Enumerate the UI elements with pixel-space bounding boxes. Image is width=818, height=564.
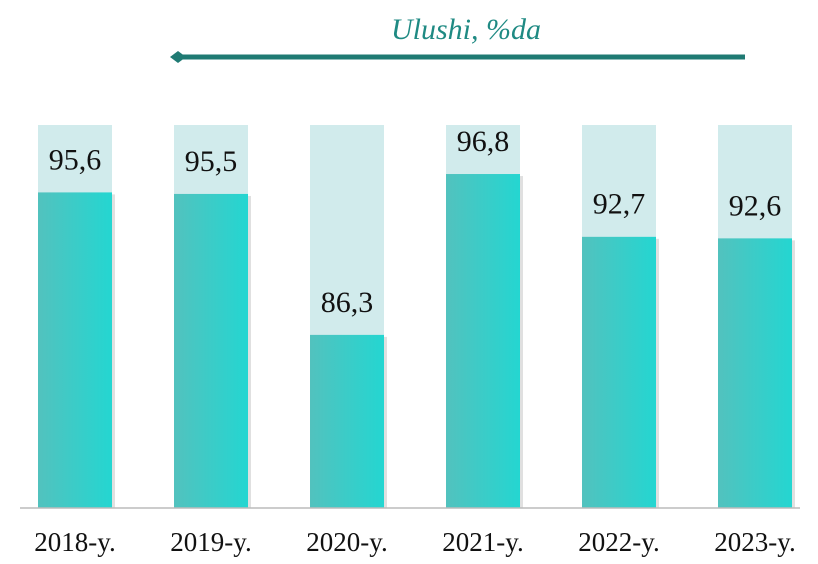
bar	[582, 236, 656, 508]
value-label: 95,6	[49, 143, 102, 176]
value-label: 95,5	[185, 145, 238, 178]
chart-title: Ulushi, %da	[391, 13, 541, 46]
bar	[310, 334, 384, 508]
value-label: 96,8	[457, 125, 510, 158]
x-tick-label: 2018-y.	[34, 527, 116, 557]
value-label: 92,6	[729, 189, 782, 222]
bar	[446, 174, 520, 509]
bar	[174, 193, 248, 508]
x-tick-label: 2023-y.	[714, 527, 796, 557]
x-tick-label: 2022-y.	[578, 527, 660, 557]
x-tick-label: 2019-y.	[170, 527, 252, 557]
plot: 95,6 2018-y. 95,5 2019-y. 86,3 2020-y. 96,8 202…	[34, 125, 796, 557]
value-label: 92,7	[593, 188, 646, 221]
arrow-head	[170, 51, 186, 63]
bar	[718, 238, 792, 509]
bar	[38, 192, 112, 508]
x-tick-label: 2021-y.	[442, 527, 524, 557]
value-label: 86,3	[321, 286, 374, 319]
x-tick-label: 2020-y.	[306, 527, 388, 557]
